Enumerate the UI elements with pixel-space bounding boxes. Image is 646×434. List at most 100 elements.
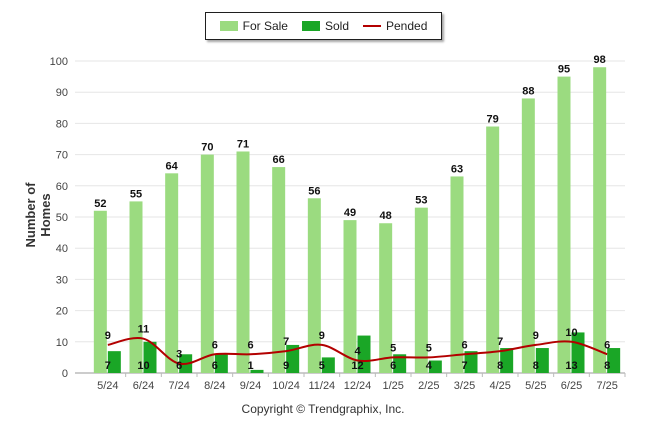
legend-label-pended: Pended	[386, 19, 428, 33]
bar-sold	[250, 369, 264, 373]
bar-sold	[428, 360, 442, 373]
x-tick-label: 7/24	[168, 380, 189, 392]
bar-sold	[321, 357, 335, 373]
bar-for-sale	[307, 198, 321, 373]
data-label-for-sale: 71	[237, 138, 249, 150]
bar-sold	[214, 354, 228, 373]
data-label-pended: 9	[533, 330, 539, 342]
y-tick-label: 80	[56, 118, 68, 130]
data-label-pended: 5	[426, 342, 432, 354]
bar-for-sale	[593, 67, 607, 374]
bar-for-sale	[557, 76, 571, 373]
data-label-for-sale: 49	[344, 207, 356, 219]
data-label-sold: 4	[426, 360, 433, 372]
bar-for-sale	[93, 210, 107, 373]
data-label-sold: 1	[247, 360, 253, 372]
data-label-sold: 8	[604, 360, 610, 372]
data-label-pended: 9	[105, 330, 111, 342]
bar-sold	[286, 344, 300, 373]
data-label-sold: 8	[533, 360, 539, 372]
y-tick-label: 90	[56, 87, 68, 99]
x-tick-label: 8/24	[204, 380, 225, 392]
data-label-sold: 6	[390, 360, 396, 372]
bar-sold	[535, 348, 549, 373]
bar-for-sale	[521, 98, 535, 373]
bar-for-sale	[343, 220, 357, 373]
y-tick-label: 100	[50, 56, 68, 68]
x-tick-label: 6/25	[561, 380, 582, 392]
data-label-pended: 3	[176, 349, 182, 361]
bar-for-sale	[165, 173, 179, 373]
x-tick-label: 2/25	[418, 380, 439, 392]
bar-for-sale	[486, 126, 500, 374]
x-tick-label: 7/25	[596, 380, 617, 392]
legend-label-for-sale: For Sale	[242, 19, 288, 33]
data-label-sold: 12	[351, 360, 363, 372]
x-tick-label: 10/24	[272, 380, 300, 392]
y-tick-label: 50	[56, 212, 68, 224]
data-label-pended: 10	[565, 327, 577, 339]
data-label-for-sale: 64	[166, 160, 179, 172]
y-tick-label: 70	[56, 150, 68, 162]
data-label-for-sale: 88	[522, 85, 534, 97]
y-tick-label: 30	[56, 274, 68, 286]
bar-sold	[107, 351, 121, 373]
bar-for-sale	[200, 154, 214, 373]
bar-sold	[500, 348, 514, 373]
legend-item-sold[interactable]: Sold	[301, 19, 349, 33]
x-tick-label: 3/25	[454, 380, 475, 392]
line-pended	[107, 337, 608, 366]
data-label-sold: 9	[283, 360, 289, 372]
pended-swatch	[363, 25, 381, 27]
data-label-sold: 7	[105, 360, 111, 372]
data-label-sold: 13	[565, 360, 577, 372]
bar-for-sale	[129, 201, 143, 373]
x-tick-label: 5/24	[97, 380, 118, 392]
data-label-pended: 5	[390, 342, 396, 354]
data-label-for-sale: 55	[130, 188, 142, 200]
bar-for-sale	[414, 207, 428, 373]
data-label-sold: 5	[319, 360, 325, 372]
data-label-for-sale: 95	[558, 64, 570, 76]
data-label-for-sale: 79	[487, 114, 499, 126]
legend: For Sale Sold Pended	[205, 12, 442, 40]
data-label-for-sale: 66	[273, 154, 285, 166]
x-tick-label: 9/24	[240, 380, 261, 392]
legend-item-for-sale[interactable]: For Sale	[219, 19, 288, 33]
legend-label-sold: Sold	[324, 19, 349, 33]
y-tick-label: 20	[56, 306, 68, 318]
data-label-pended: 9	[319, 330, 325, 342]
data-label-sold: 6	[212, 360, 218, 372]
data-label-pended: 7	[283, 336, 289, 348]
data-label-sold: 7	[461, 360, 467, 372]
x-tick-label: 11/24	[308, 380, 335, 392]
data-label-sold: 10	[137, 360, 149, 372]
bar-for-sale	[450, 176, 464, 373]
x-tick-label: 1/25	[382, 380, 403, 392]
bar-for-sale	[236, 151, 250, 373]
bar-for-sale	[272, 167, 286, 373]
data-label-pended: 4	[354, 346, 361, 358]
bar-sold	[143, 341, 157, 373]
sold-swatch	[301, 21, 320, 31]
data-label-sold: 8	[497, 360, 503, 372]
copyright: Copyright © Trendgraphix, Inc.	[241, 402, 405, 416]
x-tick-label: 6/24	[133, 380, 154, 392]
bar-for-sale	[379, 223, 393, 373]
x-tick-label: 4/25	[489, 380, 510, 392]
data-label-pended: 6	[212, 339, 218, 351]
x-tick-label: 5/25	[525, 380, 546, 392]
x-tick-label: 12/24	[344, 380, 372, 392]
data-label-for-sale: 52	[94, 198, 106, 210]
y-tick-label: 60	[56, 181, 68, 193]
y-tick-label: 40	[56, 243, 68, 255]
data-label-pended: 6	[604, 339, 610, 351]
y-tick-label: 0	[62, 368, 68, 380]
bar-sold	[393, 354, 407, 373]
bar-sold	[464, 351, 478, 373]
data-label-for-sale: 98	[594, 54, 606, 66]
legend-item-pended[interactable]: Pended	[363, 19, 427, 33]
y-tick-label: 10	[56, 337, 68, 349]
y-axis-label: Number of Homes	[23, 182, 53, 248]
